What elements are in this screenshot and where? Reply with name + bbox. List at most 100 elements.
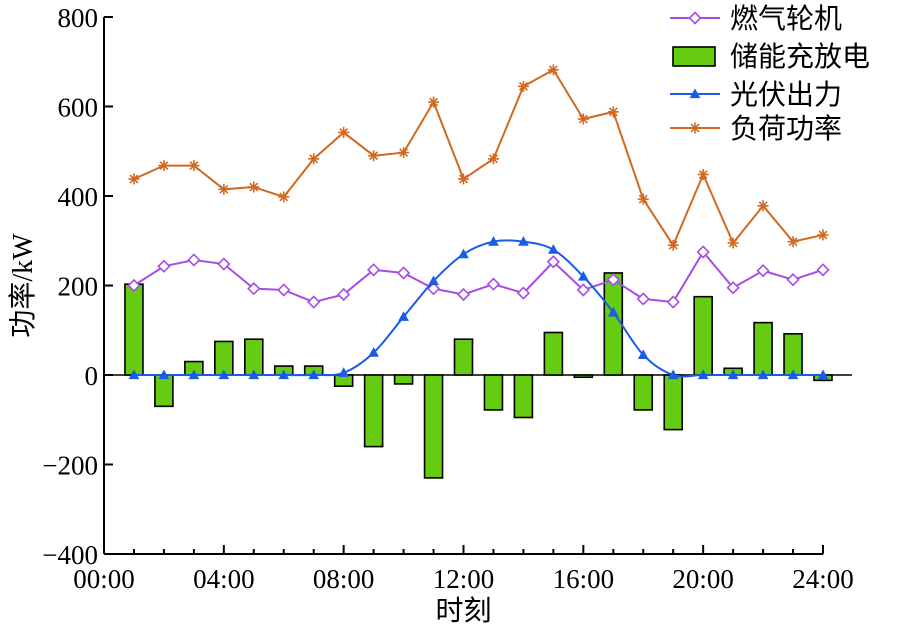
data-point-diamond [636,292,650,306]
data-point-star [458,173,469,185]
storage-bar [154,374,174,408]
legend-item: 负荷功率 [670,113,842,145]
storage-bar [783,333,803,376]
data-point-triangle [128,369,140,380]
x-tick-label: 16:00 [553,564,615,594]
pv-line [133,239,823,378]
legend-item: 燃气轮机 [670,3,842,35]
x-tick-label: 20:00 [672,564,734,594]
storage-bar [573,374,594,379]
data-point-triangle [308,369,320,380]
data-point-star [128,173,140,185]
data-point-star [368,150,380,162]
data-point-triangle [248,369,260,380]
x-tick-label: 24:00 [792,564,854,594]
y-ticks: −400 −200 0 200 400 600 800 [42,3,113,570]
data-point-diamond [756,264,770,278]
y-tick-label: 600 [58,93,99,123]
data-point-diamond [546,255,561,269]
storage-bar [633,374,654,411]
storage-bar [513,374,534,419]
data-point-triangle [689,88,701,99]
data-point-triangle [607,306,619,317]
storage-bar [124,283,144,376]
x-tick-label: 00:00 [73,564,135,594]
data-point-diamond [666,295,680,309]
data-point-triangle [667,369,679,380]
data-point-star [697,169,709,181]
data-point-triangle [697,369,709,380]
x-tick-label: 04:00 [193,564,255,594]
data-point-triangle [518,236,529,246]
storage-bar [663,374,684,431]
data-point-diamond [366,263,381,277]
data-point-diamond [277,283,291,297]
data-point-diamond [307,295,321,309]
data-point-triangle [338,367,350,377]
legend-item: 储能充放电 [672,41,870,73]
legend-label: 负荷功率 [730,113,842,145]
data-point-triangle [218,369,230,380]
y-tick-label: 400 [58,182,99,212]
data-point-star [487,153,499,165]
data-point-star [158,160,170,172]
data-point-triangle [398,311,409,321]
storage-bar [483,374,504,411]
data-point-star [577,113,589,125]
load-line [133,68,824,248]
legend-label: 光伏出力 [730,79,842,111]
series-lines [127,64,830,380]
data-point-diamond [396,266,411,280]
data-point-star [278,191,290,203]
data-point-star [689,122,701,134]
data-point-triangle [488,236,499,246]
storage-bar [393,374,414,385]
data-point-star [517,80,529,92]
data-point-diamond [157,259,171,273]
data-point-star [727,237,739,249]
data-point-star [308,153,320,165]
data-point-diamond [187,253,201,267]
data-point-star [338,126,350,138]
storage-bar [753,321,773,376]
legend-label: 储能充放电 [730,41,870,73]
data-point-star [637,193,649,205]
data-point-triangle [158,369,170,380]
data-point-triangle [428,275,439,286]
legend-label: 燃气轮机 [730,3,842,35]
data-point-star [218,183,230,195]
y-axis-title: 功率/kW [7,233,39,338]
data-point-triangle [188,369,200,380]
data-point-star [607,106,619,118]
data-point-star [757,200,769,212]
data-point-diamond [217,257,231,271]
data-point-diamond [486,277,501,291]
data-point-star [398,147,410,159]
data-point-diamond [816,263,830,277]
x-ticks: 00:00 04:00 08:00 12:00 16:00 20:00 24:00 [73,545,854,594]
data-point-triangle [637,349,649,359]
series-star [128,64,829,251]
data-point-triangle [817,369,829,380]
storage-bars [124,272,833,479]
y-tick-label: 800 [58,3,99,33]
data-point-diamond [426,282,441,296]
x-axis-title: 时刻 [435,595,491,627]
series-diamond [127,245,830,309]
data-point-diamond [247,282,261,296]
y-tick-label: −400 [42,540,98,570]
data-point-diamond [688,11,702,25]
data-point-star [188,160,200,172]
storage-bar [423,374,444,479]
data-point-star [428,96,440,108]
data-point-triangle [577,271,589,281]
storage-bar [693,295,713,376]
y-tick-label: 200 [58,272,99,302]
data-point-diamond [786,273,800,287]
data-point-star [817,229,829,241]
data-point-diamond [696,245,710,259]
data-point-star [248,181,260,193]
